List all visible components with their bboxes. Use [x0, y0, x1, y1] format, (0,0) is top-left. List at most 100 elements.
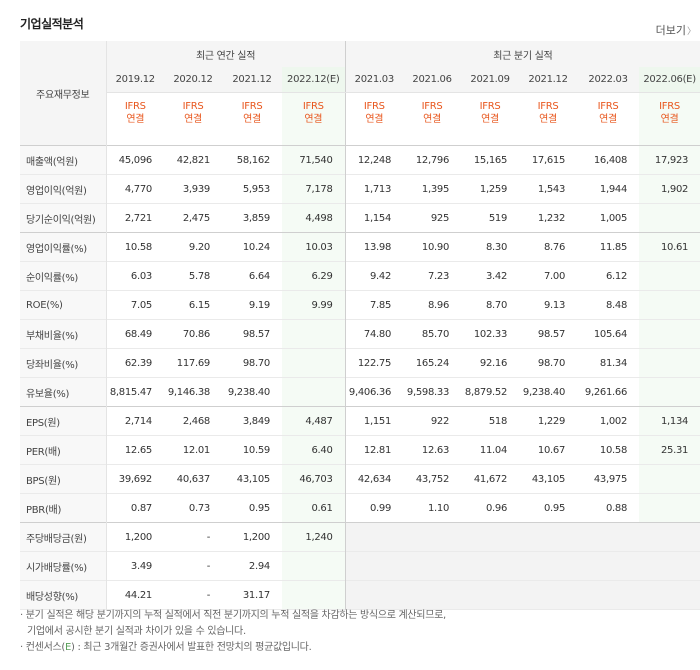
table-cell: [577, 522, 640, 552]
chevron-right-icon: 〉: [686, 27, 696, 37]
table-cell: 45,096: [118, 154, 153, 166]
period-header: 2022.03: [577, 67, 640, 93]
consolidated-label: 연결: [481, 114, 499, 125]
table-cell: 74.80: [344, 319, 404, 349]
table-cell: 122.75: [344, 348, 404, 378]
table-cell: 8,815.47: [109, 386, 152, 398]
table-cell: 1,005: [599, 212, 628, 224]
row-label: PBR(배): [20, 493, 107, 523]
table-cell: [639, 464, 700, 494]
period-header: 2019.12: [106, 67, 164, 93]
ifrs-label: IFRS: [659, 101, 680, 112]
table-cell: [577, 551, 640, 581]
row-label: 시가배당률(%): [20, 551, 107, 581]
table-cell: 1,232: [537, 212, 566, 224]
more-link[interactable]: 더보기〉: [656, 22, 696, 38]
table-cell: 1,002: [599, 415, 628, 427]
table-row: 당기순이익(억원) 2,721 2,475 3,859 4,498 1,154 925 519…: [20, 203, 700, 233]
table-cell: 81.34: [599, 357, 628, 369]
row-label: 순이익률(%): [20, 261, 107, 291]
table-cell: 2,475: [182, 212, 210, 224]
table-cell: 105.64: [593, 328, 628, 340]
table-cell: [639, 551, 700, 581]
note-quarterly: · 분기 실적은 해당 분기까지의 누적 실적에서 직전 분기까지의 누적 실적…: [20, 610, 446, 621]
table-cell: 4,770: [124, 183, 152, 195]
table-cell: 12.63: [421, 444, 450, 456]
row-header: 주요재무정보: [20, 41, 107, 146]
table-cell: 1.10: [427, 502, 450, 514]
table-cell: 0.61: [282, 493, 346, 523]
table-cell: [403, 580, 462, 610]
table-cell: 925: [430, 212, 450, 224]
table-cell: 8.96: [427, 299, 450, 311]
ifrs-label: IFRS: [597, 101, 619, 112]
table-cell: 62.39: [124, 357, 152, 369]
row-label: 당좌비율(%): [20, 348, 107, 378]
table-cell: 4,498: [282, 203, 346, 233]
table-cell: 2.94: [248, 560, 270, 572]
table-cell: 9,406.36: [344, 377, 404, 407]
note-line1: 분기 실적은 해당 분기까지의 누적 실적에서 직전 분기까지의 누적 실적을 …: [25, 610, 446, 621]
table-cell: 0.99: [344, 493, 404, 523]
table-cell: [639, 377, 700, 407]
table-row: 배당성향(%) 44.21 - 31.17: [20, 580, 700, 610]
table-cell: 0.95: [248, 502, 270, 514]
table-cell: 0.95: [543, 502, 566, 514]
table-cell: 17,923: [639, 145, 700, 175]
table-cell: 6.29: [282, 261, 346, 291]
table-row: 주당배당금(원) 1,200 - 1,200 1,240: [20, 522, 700, 552]
consolidated-label: 연결: [126, 114, 145, 125]
table-cell: 7.00: [543, 270, 566, 282]
ifrs-badge: IFRS 연결: [403, 92, 462, 146]
table-cell: 0.73: [188, 502, 210, 514]
table-row: BPS(원) 39,692 40,637 43,105 46,703 42,634 43,7…: [20, 464, 700, 494]
table-cell: 42,821: [176, 154, 211, 166]
period-header: 2022.06(E): [639, 67, 700, 93]
table-cell: 3,849: [242, 415, 270, 427]
table-cell: 9.99: [282, 290, 346, 320]
table-cell: 102.33: [473, 328, 508, 340]
table-cell: 8.70: [485, 299, 508, 311]
table-cell: [461, 551, 520, 581]
ifrs-label: IFRS: [302, 101, 324, 112]
table-cell: 12.65: [124, 444, 152, 456]
table-cell: 58,162: [236, 154, 271, 166]
table-cell: 10.61: [639, 232, 700, 262]
table-cell: [639, 261, 700, 291]
table-cell: 10.24: [242, 241, 270, 253]
period-header: 2021.12: [222, 67, 282, 93]
table-cell: [519, 522, 578, 552]
table-cell: 12.81: [344, 435, 404, 465]
table-cell: 6.03: [130, 270, 152, 282]
more-label[interactable]: 더보기: [655, 24, 686, 37]
table-cell: 98.57: [242, 328, 270, 340]
table-cell: 17,615: [531, 154, 566, 166]
table-cell: 1,229: [537, 415, 566, 427]
table-cell: 43,975: [593, 473, 628, 485]
table-cell: 39,692: [118, 473, 153, 485]
consolidated-label: 연결: [365, 114, 384, 125]
table-cell: 9,146.38: [167, 386, 210, 398]
table-cell: 7.05: [130, 299, 152, 311]
table-cell: 9,261.66: [584, 386, 628, 398]
table-cell: [282, 319, 346, 349]
table-cell: 68.49: [124, 328, 152, 340]
table-cell: [577, 580, 640, 610]
table-cell: 1,134: [639, 406, 700, 436]
consolidated-label: 연결: [304, 114, 323, 125]
table-cell: 922: [430, 415, 450, 427]
period-header: 2021.12: [519, 67, 578, 93]
section-title: 기업실적분석: [20, 17, 84, 31]
table-cell: 98.70: [242, 357, 270, 369]
table-cell: [639, 290, 700, 320]
table-cell: 165.24: [415, 357, 450, 369]
ifrs-label: IFRS: [124, 101, 146, 112]
table-row: 시가배당률(%) 3.49 - 2.94: [20, 551, 700, 581]
note-consensus: · 컨센서스(E) : 최근 3개월간 증권사에서 발표한 전망치의 평균값입니…: [20, 642, 312, 653]
ifrs-badge: IFRS 연결: [222, 92, 282, 146]
table-cell: 43,752: [415, 473, 450, 485]
table-row: 당좌비율(%) 62.39 117.69 98.70 122.75 165.24 92.16…: [20, 348, 700, 378]
table-cell: 11.04: [479, 444, 508, 456]
consolidated-label: 연결: [423, 114, 441, 125]
table-cell: 12,796: [415, 154, 450, 166]
